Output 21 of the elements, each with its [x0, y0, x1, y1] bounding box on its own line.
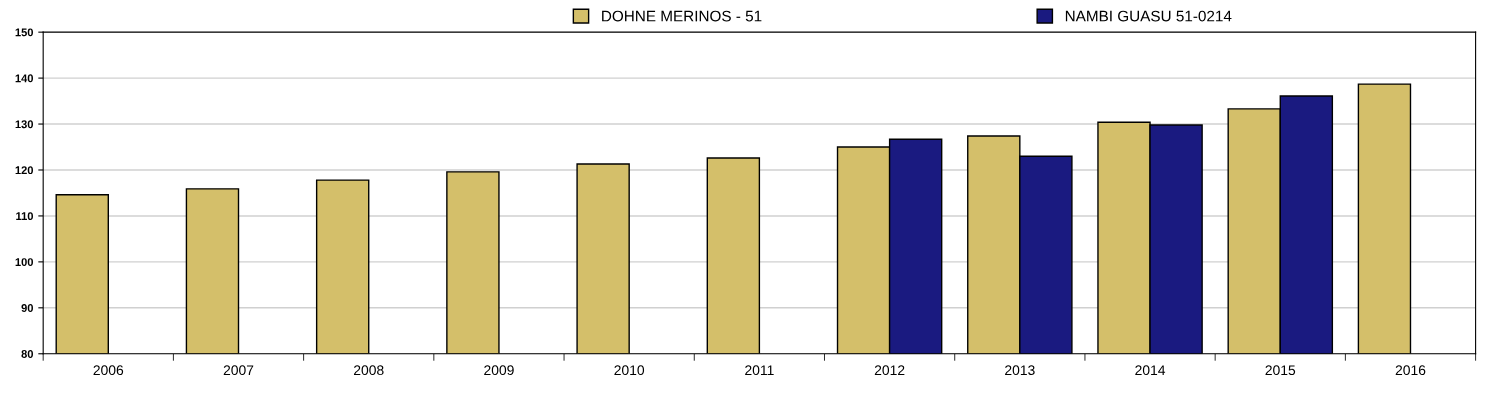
y-tick-label: 90: [21, 304, 33, 312]
x-tick-label: 2007: [223, 365, 254, 376]
x-tick-label: 2015: [1265, 365, 1296, 376]
x-tick-label: 2013: [1005, 365, 1035, 376]
legend-label: NAMBI GUASU 51-0214: [1065, 10, 1232, 22]
y-tick-label: 140: [15, 74, 34, 83]
x-tick-label: 2006: [93, 365, 124, 376]
y-tick-label: 130: [15, 120, 34, 129]
legend-label: DOHNE MERINOS - 51: [602, 10, 762, 22]
x-tick-label: 2014: [1135, 365, 1166, 376]
y-tick-label: 110: [16, 212, 34, 221]
y-tick-label: 150: [15, 28, 34, 37]
x-tick-label: 2010: [614, 365, 645, 376]
x-tick-label: 2012: [874, 365, 905, 376]
x-tick-label: 2011: [745, 365, 774, 376]
x-tick-label: 2008: [353, 365, 384, 376]
y-tick-label: 120: [15, 166, 34, 175]
x-tick-label: 2016: [1395, 365, 1426, 376]
x-tick-label: 2009: [484, 365, 514, 376]
y-tick-label: 80: [21, 350, 33, 358]
y-tick-label: 100: [15, 258, 34, 267]
